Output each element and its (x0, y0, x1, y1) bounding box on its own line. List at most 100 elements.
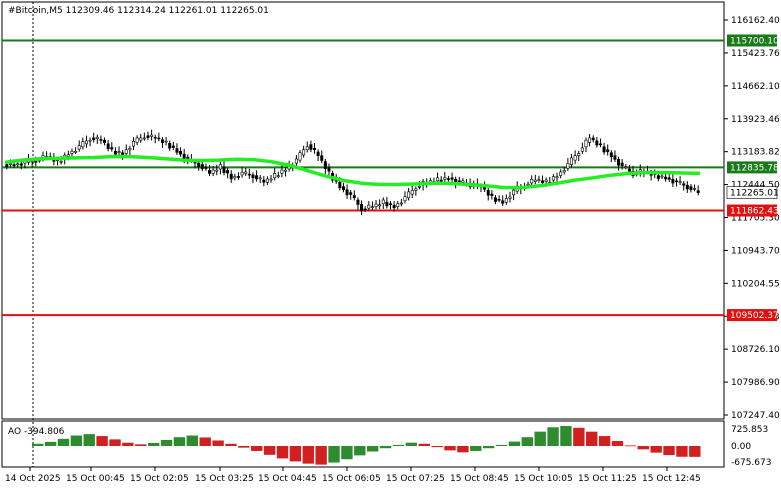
candle-body (392, 204, 396, 209)
candle-body (128, 148, 132, 151)
ao-bar (199, 437, 211, 446)
candle-body (218, 164, 222, 170)
candle-body (501, 200, 505, 204)
level-tag-label: 115700.10 (730, 36, 779, 46)
candle-body (389, 203, 393, 205)
candle-body (284, 169, 288, 172)
candle-body (269, 178, 273, 181)
candle-body (247, 173, 251, 176)
candle-body (580, 147, 584, 152)
candle-body (678, 181, 682, 183)
x-tick-label: 14 Oct 2025 (5, 474, 61, 484)
ao-tick-bottom: -675.673 (731, 458, 771, 468)
ao-bar (547, 427, 559, 446)
candle-body (106, 143, 110, 149)
candle-body (142, 137, 146, 140)
level-tag-bg (727, 34, 777, 47)
candle-body (327, 167, 331, 172)
candle-body (280, 169, 284, 174)
ao-bar (624, 445, 637, 447)
ao-bar (173, 437, 186, 446)
candle-body (656, 175, 660, 179)
price-axis: 116162.40 115423.76 114662.10 113923.46 1131… (724, 16, 780, 421)
candle-body (135, 137, 139, 143)
candle-body (309, 144, 313, 150)
candle-body (407, 191, 411, 199)
candle-body (88, 139, 92, 142)
ao-bar (225, 443, 237, 446)
candle-body (450, 177, 454, 180)
ao-panel-frame (1, 420, 725, 468)
candle-body (443, 177, 447, 180)
candle-body (5, 164, 9, 168)
candle-body (95, 136, 99, 140)
level-tag-bg (727, 309, 777, 322)
y-tick-label: 115423.76 (731, 49, 780, 59)
candle-body (103, 139, 107, 144)
candle-body (664, 176, 668, 180)
candle-body (160, 139, 164, 143)
candle-body (208, 170, 212, 174)
candle-body (124, 149, 128, 154)
candle-body (537, 179, 541, 181)
candle-body (276, 175, 280, 177)
candle-body (486, 190, 490, 196)
candle-body (620, 162, 624, 166)
candle-body (211, 169, 215, 174)
candle-body (555, 176, 559, 179)
candle-body (99, 139, 103, 141)
x-tick-label: 15 Oct 04:45 (258, 474, 317, 484)
ao-bar (586, 431, 598, 446)
candle-body (262, 179, 266, 183)
ao-bar (212, 440, 224, 446)
candle-body (530, 179, 534, 184)
ao-bar (392, 444, 405, 446)
y-tick-label: 108726.10 (731, 345, 780, 355)
ao-bar (96, 436, 108, 446)
candle-body (84, 140, 88, 145)
ao-bar (495, 444, 508, 446)
ao-axis: 725.853 0.00 -675.673 (731, 425, 771, 468)
candle-body (381, 199, 385, 204)
level-tag-label: 111862.43 (730, 207, 779, 217)
ao-bar (521, 437, 533, 446)
candle-body (294, 158, 298, 164)
ao-bar (689, 446, 701, 457)
candle-body (12, 164, 16, 166)
time-axis: 14 Oct 2025 15 Oct 00:45 15 Oct 02:05 15 Oc… (5, 467, 701, 484)
x-tick-label: 15 Oct 06:05 (322, 474, 381, 484)
candle-body (414, 188, 418, 191)
candle-body (689, 186, 693, 191)
candle-body (667, 177, 671, 180)
candle-body (77, 145, 81, 150)
candle-body (526, 183, 530, 186)
candle-body (609, 152, 613, 158)
candle-body (320, 155, 324, 161)
ao-bar (444, 446, 456, 451)
candle-body (222, 166, 226, 173)
candle-body (588, 137, 592, 143)
candle-body (461, 180, 465, 183)
candle-body (606, 149, 610, 152)
ao-bar (611, 441, 624, 446)
candle-body (497, 198, 501, 201)
candle-body (265, 178, 269, 183)
candle-body (244, 171, 248, 174)
ao-tick-zero: 0.00 (731, 442, 751, 452)
y-tick-label: 110943.70 (731, 246, 780, 256)
candle-body (117, 151, 121, 153)
candle-body (577, 153, 581, 156)
candle-body (613, 155, 617, 160)
candle-body (403, 196, 407, 202)
ao-bar (431, 446, 443, 448)
candle-body (624, 166, 628, 169)
price-tags-layer: 115700.10 112835.78 111862.43 109502.37 1122… (726, 34, 779, 322)
candle-body (598, 143, 602, 146)
candle-body (356, 199, 360, 205)
candle-body (504, 198, 508, 203)
ao-bar (263, 446, 276, 455)
candle-body (215, 169, 219, 172)
candle-body (682, 183, 686, 186)
candle-body (139, 137, 143, 141)
